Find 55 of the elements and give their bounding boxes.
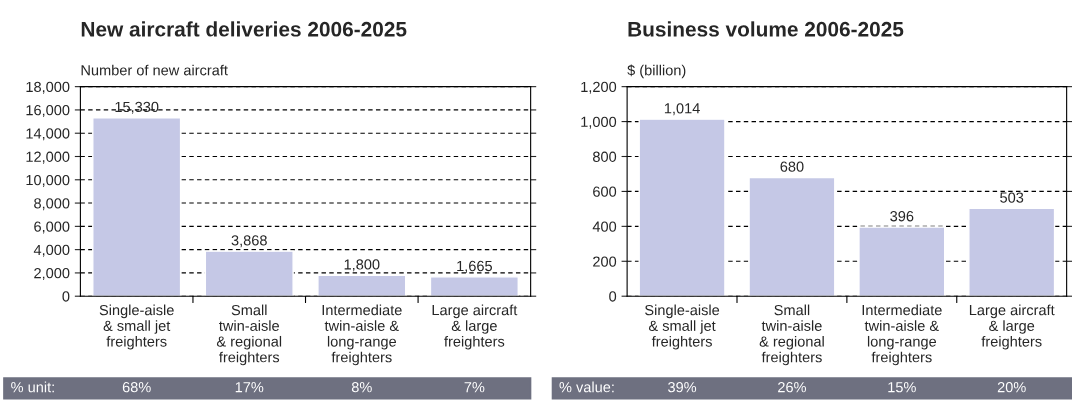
y-tick-label: 14,000	[26, 128, 70, 141]
data-label: 3,868	[231, 235, 267, 248]
bar	[748, 176, 836, 297]
data-label: 503	[1000, 192, 1024, 203]
x-tick-label: Small twin-aisle & regional freighters	[759, 304, 824, 366]
y-tick-label: 16,000	[26, 105, 70, 118]
x-tick-label: Large aircraft & large freighters	[969, 304, 1055, 350]
y-tick-label: 2,000	[34, 268, 70, 281]
y-tick-label: 800	[593, 151, 617, 162]
text: 68%	[122, 382, 151, 393]
y-tick-label: 6,000	[34, 221, 70, 234]
bar	[429, 276, 519, 297]
text: 39%	[668, 382, 697, 393]
text: 26%	[778, 382, 807, 393]
data-label: 1,800	[344, 259, 380, 272]
text: % value:	[559, 381, 614, 393]
chart-title: Business volume 2006-2025	[628, 21, 904, 37]
y-tick-label: 200	[593, 256, 617, 267]
data-label: 680	[780, 161, 804, 172]
y-tick-label: 10,000	[26, 174, 70, 187]
bar	[317, 274, 407, 297]
y-tick-label: 8,000	[34, 198, 70, 211]
bar	[638, 118, 726, 297]
y-axis-title: Number of new aircraft	[81, 64, 228, 76]
y-tick-label: 12,000	[26, 151, 70, 164]
bar	[204, 250, 294, 297]
bar	[968, 207, 1056, 297]
text: 7%	[464, 382, 485, 393]
x-tick-label: Large aircraft & large freighters	[432, 304, 518, 350]
data-label: 1,665	[457, 260, 492, 273]
x-tick-label: Single-aisle & small jet freighters	[99, 304, 174, 350]
x-tick-label: Small twin-aisle & regional freighters	[216, 304, 282, 366]
x-tick-label: Intermediate twin-aisle & long-range freighters	[322, 304, 402, 366]
y-axis-title: $ (billion)	[627, 64, 686, 79]
bar	[858, 226, 946, 297]
data-label: 15,330	[115, 101, 159, 114]
text: % unit:	[11, 381, 54, 393]
text: 15%	[888, 382, 916, 393]
y-tick-label: 0	[62, 291, 70, 302]
x-tick-label: Single-aisle & small jet freighters	[645, 304, 720, 350]
y-tick-label: 600	[593, 186, 617, 197]
text: 20%	[997, 382, 1026, 393]
x-tick-label: Intermediate twin-aisle & long-range freighters	[862, 304, 942, 366]
y-tick-label: 4,000	[33, 244, 70, 257]
data-label: 396	[890, 211, 914, 222]
data-label: 1,014	[664, 103, 700, 116]
chart-title: New aircraft deliveries 2006-2025	[81, 21, 407, 37]
bar	[92, 117, 182, 297]
y-tick-label: 18,000	[26, 81, 70, 94]
y-tick-label: 1,200	[581, 81, 617, 94]
y-tick-label: 1,000	[581, 116, 617, 129]
text: 8%	[351, 382, 372, 393]
text: 17%	[235, 382, 264, 393]
y-tick-label: 400	[592, 221, 617, 232]
y-tick-label: 0	[609, 291, 617, 302]
